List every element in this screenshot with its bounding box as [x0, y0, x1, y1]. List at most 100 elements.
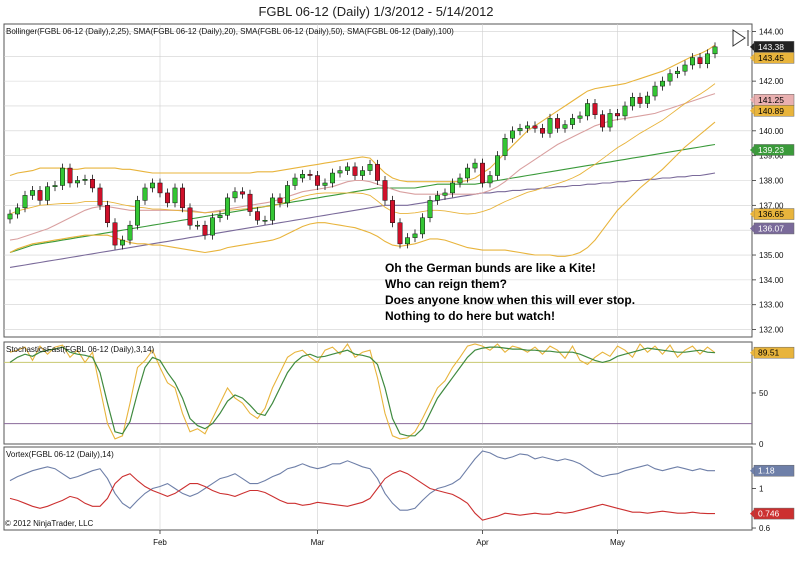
candle-body — [82, 179, 88, 181]
xtick-label: Mar — [311, 538, 325, 547]
candle — [487, 171, 493, 188]
candle — [697, 53, 703, 69]
vortex-plus-line — [9, 450, 715, 511]
candle — [195, 220, 200, 230]
candle — [285, 180, 290, 208]
candle — [577, 111, 583, 123]
vortex-tag-0: 1.18 — [750, 464, 795, 477]
candle — [555, 113, 560, 133]
candle-body — [607, 113, 613, 128]
candle — [232, 187, 238, 203]
stoch-tag-pointer — [750, 348, 754, 357]
candle-body — [540, 128, 545, 134]
candle — [367, 159, 373, 176]
stoch-k-line — [9, 346, 716, 437]
candle-body — [465, 167, 470, 179]
candle-body — [112, 222, 118, 246]
candle-body — [652, 85, 658, 97]
candle-body — [450, 182, 455, 194]
candle — [52, 180, 58, 192]
vortex-minus-line — [9, 470, 715, 521]
ytick-label: 50 — [759, 389, 768, 398]
xtick-label: May — [610, 538, 625, 547]
price-tag-sma100-pointer — [750, 224, 754, 233]
price-tag-sma20: 141.25 — [750, 94, 795, 106]
candle-body — [315, 175, 320, 186]
candle-body — [165, 192, 170, 204]
price-tag-last-text: 143.38 — [758, 42, 784, 52]
candle — [592, 99, 598, 120]
vortex-tag-1-text: 0.746 — [758, 509, 780, 519]
candle — [217, 210, 223, 223]
candle — [427, 195, 433, 223]
candle-body — [532, 125, 538, 129]
panel-labels: Bollinger(FGBL 06-12 (Daily),2,25), SMA(… — [6, 27, 454, 459]
candle — [382, 176, 388, 205]
candle-body — [360, 170, 365, 176]
candle — [615, 108, 620, 121]
candle-body — [562, 124, 568, 129]
candle — [540, 123, 545, 138]
candle — [622, 101, 628, 121]
candle-body — [150, 182, 155, 189]
candle — [270, 193, 275, 225]
candle — [420, 213, 425, 239]
vortex-tag-0-text: 1.18 — [758, 466, 775, 476]
annotation-line-4: Nothing to do here but watch! — [385, 309, 555, 323]
candle — [495, 151, 500, 181]
candle-body — [675, 70, 680, 74]
vortex-tag-1-pointer — [750, 509, 754, 518]
candle-body — [435, 195, 440, 201]
candle-body — [525, 125, 530, 129]
candle-body — [682, 64, 688, 72]
candle-body — [412, 233, 418, 238]
candle-body — [645, 95, 650, 104]
ytick-label: 142.00 — [759, 77, 784, 86]
candle — [345, 162, 350, 176]
candle-body — [382, 180, 388, 201]
candle — [82, 174, 88, 185]
price-tag-sma100-text: 136.07 — [758, 223, 784, 233]
candle — [172, 183, 178, 208]
candle — [705, 49, 710, 69]
candle — [352, 162, 358, 181]
sma20-line — [9, 93, 716, 241]
candle-body — [22, 195, 28, 209]
candle — [127, 220, 133, 245]
ytick-label: 0 — [759, 440, 764, 449]
candle-body — [555, 118, 560, 129]
candle — [157, 178, 163, 198]
panel-label-0: Bollinger(FGBL 06-12 (Daily),2,25), SMA(… — [6, 27, 454, 36]
candle — [60, 163, 65, 190]
candle-body — [135, 200, 140, 226]
candle-body — [37, 190, 43, 201]
candle-body — [397, 222, 403, 245]
candle — [277, 193, 283, 208]
candle-body — [127, 224, 133, 241]
candle-body — [105, 205, 110, 223]
stoch-tag-text: 89.51 — [758, 348, 780, 358]
price-tag-sma100: 136.07 — [750, 222, 795, 235]
candle — [150, 178, 155, 193]
candle-body — [330, 172, 335, 184]
candle-body — [97, 187, 103, 206]
candle-body — [217, 215, 223, 219]
candle — [517, 123, 523, 136]
candle — [202, 220, 208, 240]
candle-body — [307, 174, 313, 176]
candle-body — [577, 115, 583, 119]
candle-body — [322, 182, 328, 186]
candle-body — [277, 197, 283, 204]
candle-body — [690, 57, 695, 66]
candle — [412, 229, 418, 243]
candle — [360, 166, 365, 181]
candle — [210, 213, 215, 240]
ytick-label: 132.00 — [759, 326, 784, 335]
scroll-end-icon[interactable] — [732, 29, 749, 47]
candle-body — [120, 239, 125, 246]
candle-body — [367, 164, 373, 171]
candle — [585, 99, 590, 121]
candle-body — [15, 207, 20, 215]
candle — [165, 188, 170, 208]
candle — [37, 185, 43, 205]
